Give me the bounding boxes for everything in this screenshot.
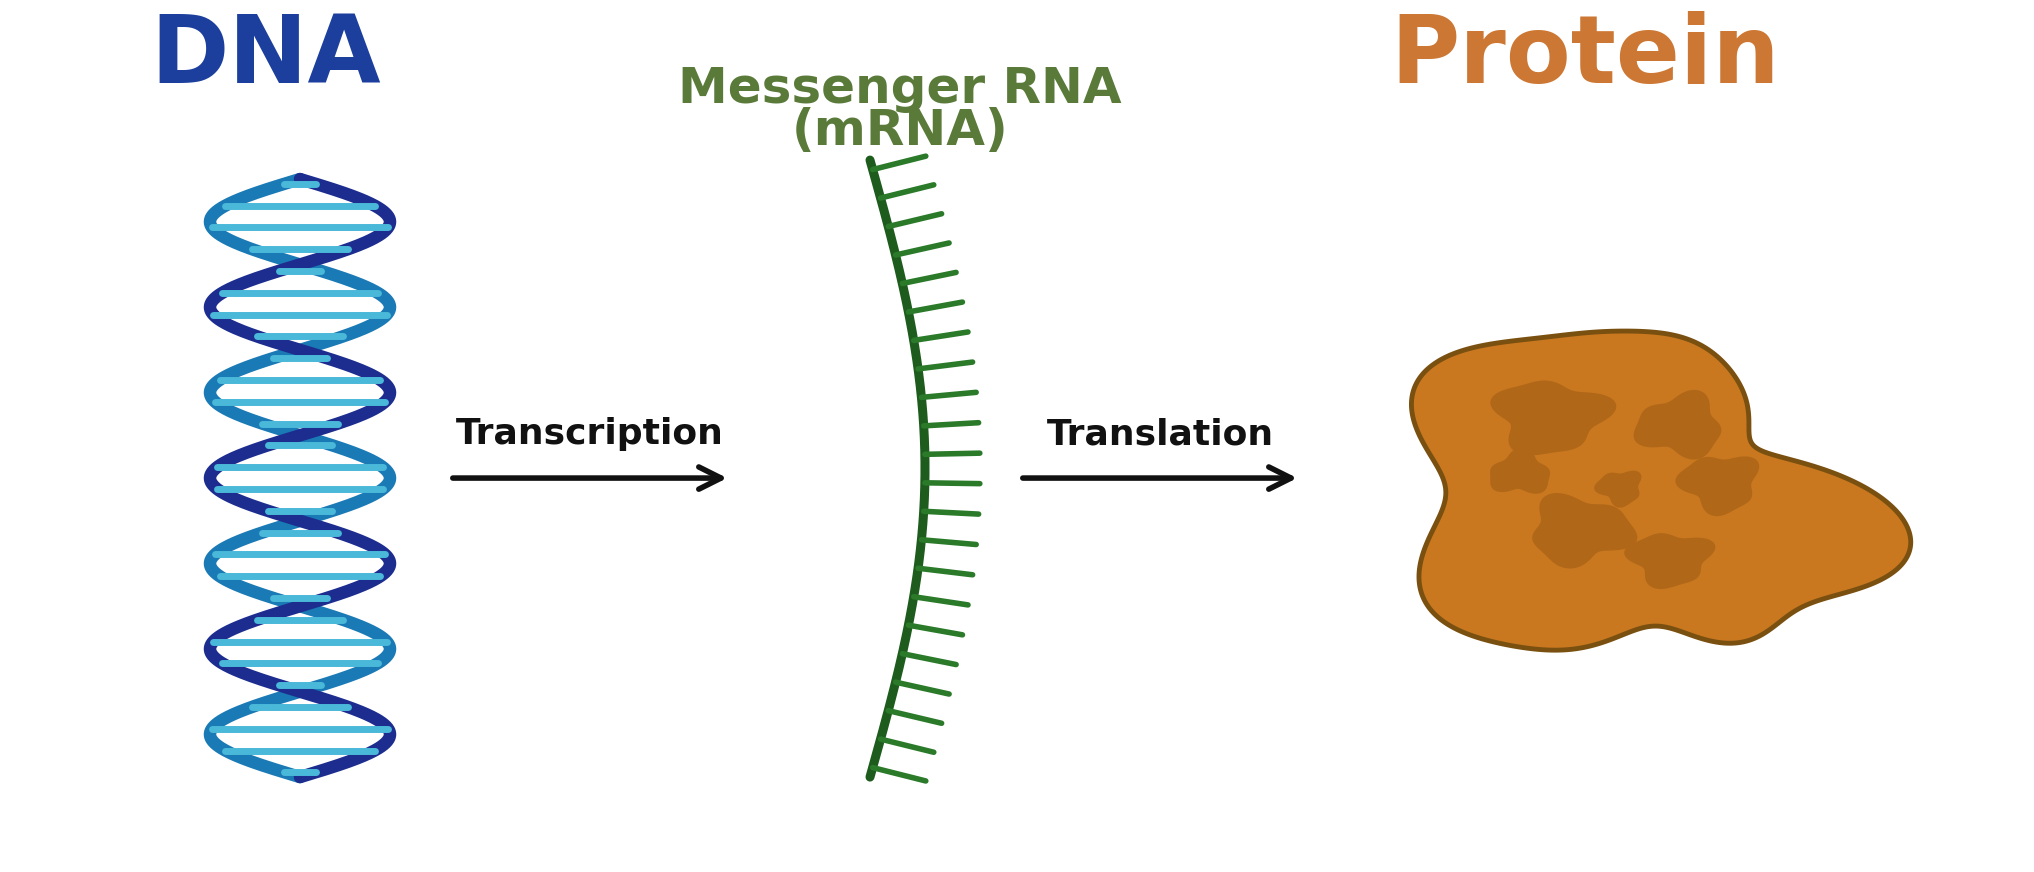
Polygon shape: [1491, 447, 1550, 494]
Text: (mRNA): (mRNA): [791, 107, 1009, 155]
Text: Protein: Protein: [1391, 11, 1780, 103]
Polygon shape: [1491, 380, 1617, 455]
Text: Messenger RNA: Messenger RNA: [677, 65, 1123, 112]
Polygon shape: [1532, 493, 1637, 569]
Polygon shape: [1412, 331, 1910, 651]
Text: Transcription: Transcription: [456, 418, 724, 452]
Polygon shape: [1633, 390, 1721, 460]
Polygon shape: [1625, 533, 1715, 589]
Text: Translation: Translation: [1045, 418, 1273, 452]
Polygon shape: [1595, 471, 1641, 508]
Text: DNA: DNA: [151, 11, 380, 103]
Polygon shape: [1676, 456, 1759, 516]
